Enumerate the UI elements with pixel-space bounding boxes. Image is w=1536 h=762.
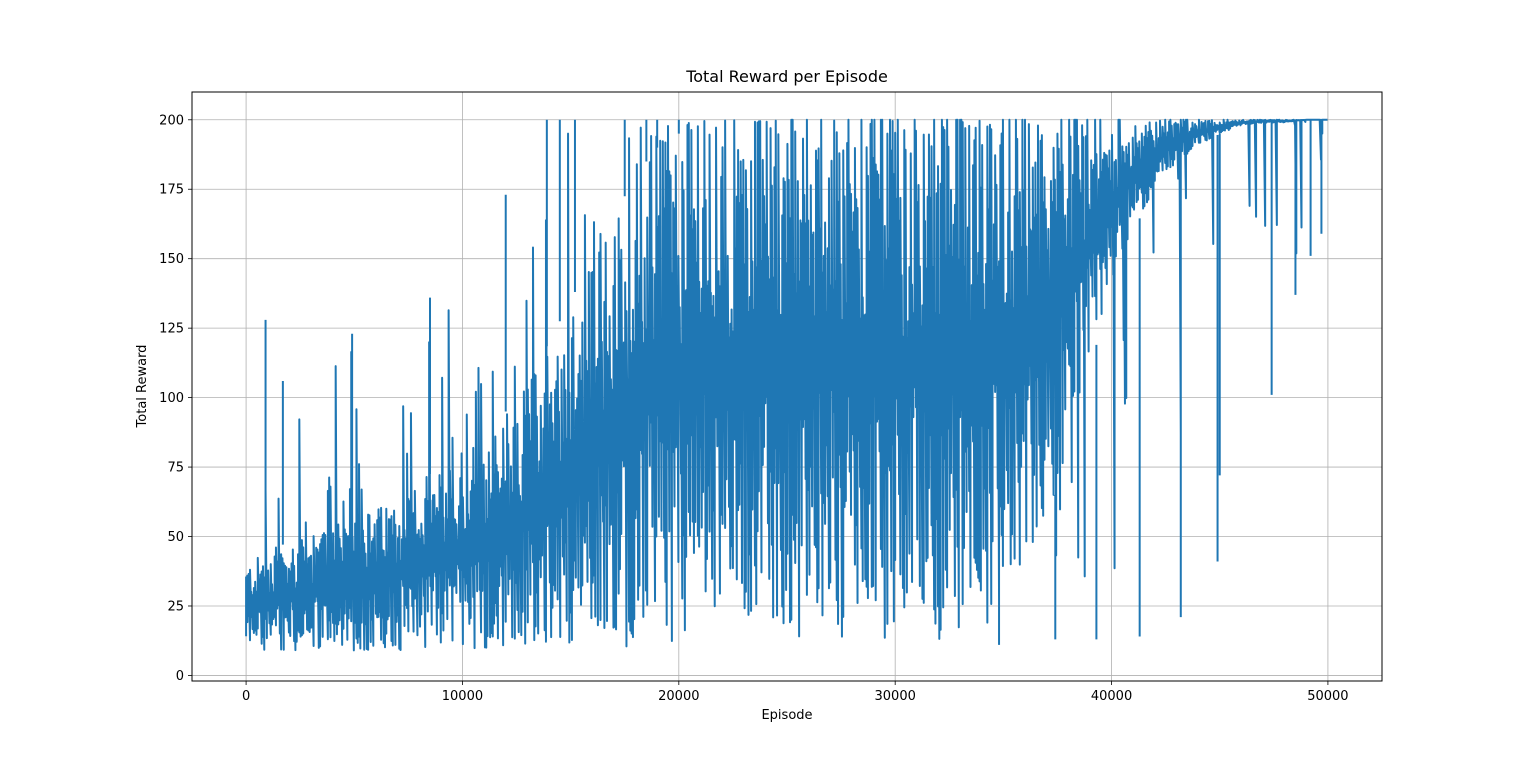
series-line-total-reward (245, 118, 1328, 652)
x-tick-label: 30000 (875, 689, 916, 704)
x-tick-label: 0 (242, 689, 250, 704)
chart-title: Total Reward per Episode (685, 67, 888, 86)
x-axis: 0 10000 20000 30000 40000 50000 (242, 681, 1349, 704)
y-axis: 0 25 50 75 100 125 150 175 200 (159, 113, 192, 684)
y-tick-label: 0 (176, 669, 184, 684)
y-tick-label: 125 (159, 322, 184, 337)
y-tick-label: 100 (159, 391, 184, 406)
y-tick-label: 50 (167, 530, 184, 545)
x-axis-label: Episode (761, 708, 812, 723)
y-tick-label: 25 (167, 599, 184, 614)
y-tick-label: 150 (159, 252, 184, 267)
y-axis-label: Total Reward (135, 345, 150, 429)
x-tick-label: 40000 (1091, 689, 1132, 704)
y-tick-label: 175 (159, 183, 184, 198)
plot-frame (191, 91, 1383, 682)
y-tick-label: 200 (159, 113, 184, 128)
x-tick-label: 20000 (658, 689, 699, 704)
x-tick-label: 50000 (1307, 689, 1348, 704)
x-tick-label: 10000 (442, 689, 483, 704)
y-tick-label: 75 (167, 461, 184, 476)
series-layer (245, 118, 1328, 652)
